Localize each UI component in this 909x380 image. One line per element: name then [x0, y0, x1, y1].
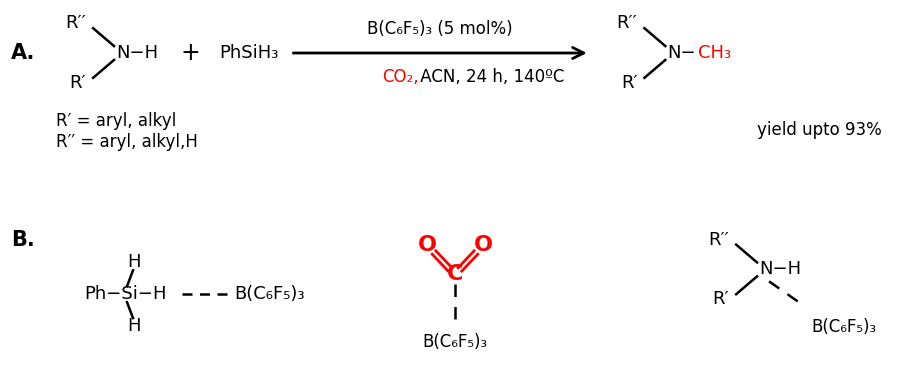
Text: B(C₆F₅)₃: B(C₆F₅)₃: [423, 333, 487, 351]
Text: R′: R′: [713, 290, 729, 308]
Text: H: H: [127, 317, 141, 335]
Text: N−H: N−H: [116, 44, 158, 62]
Text: ACN, 24 h, 140ºC: ACN, 24 h, 140ºC: [415, 68, 564, 86]
Text: R′′: R′′: [65, 14, 86, 32]
Text: R′′ = aryl, alkyl,H: R′′ = aryl, alkyl,H: [56, 133, 198, 151]
Text: N−: N−: [667, 44, 696, 62]
Text: CO₂,: CO₂,: [382, 68, 419, 86]
Text: R′′: R′′: [708, 231, 729, 249]
Text: CH₃: CH₃: [698, 44, 732, 62]
Text: +: +: [181, 41, 201, 65]
Text: B(C₆F₅)₃: B(C₆F₅)₃: [235, 285, 305, 303]
Text: R′: R′: [69, 74, 86, 92]
Text: N−H: N−H: [759, 260, 801, 279]
Text: PhSiH₃: PhSiH₃: [219, 44, 278, 62]
Text: B.: B.: [11, 230, 35, 250]
Text: R′ = aryl, alkyl: R′ = aryl, alkyl: [56, 111, 176, 130]
Text: C: C: [447, 264, 464, 284]
Text: Ph−Si−H: Ph−Si−H: [85, 285, 166, 303]
Text: A.: A.: [11, 43, 35, 63]
Text: O: O: [474, 234, 493, 255]
Text: O: O: [417, 234, 436, 255]
Text: H: H: [127, 253, 141, 271]
Text: B(C₆F₅)₃ (5 mol%): B(C₆F₅)₃ (5 mol%): [367, 20, 513, 38]
Text: yield upto 93%: yield upto 93%: [756, 122, 881, 139]
Text: B(C₆F₅)₃: B(C₆F₅)₃: [811, 318, 876, 336]
Text: R′: R′: [621, 74, 637, 92]
Text: R′′: R′′: [616, 14, 637, 32]
